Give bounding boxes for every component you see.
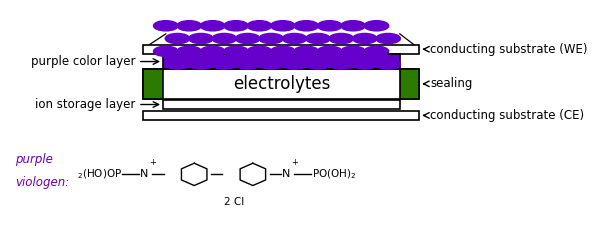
Circle shape xyxy=(353,59,377,69)
Text: purple: purple xyxy=(15,153,53,166)
Text: ion storage layer: ion storage layer xyxy=(35,98,135,111)
FancyBboxPatch shape xyxy=(144,110,420,120)
Text: PO(OH)$_2$: PO(OH)$_2$ xyxy=(312,168,356,181)
Circle shape xyxy=(189,59,213,69)
FancyBboxPatch shape xyxy=(163,100,400,109)
Text: conducting substrate (WE): conducting substrate (WE) xyxy=(431,43,588,56)
Circle shape xyxy=(224,21,248,31)
Circle shape xyxy=(236,59,260,69)
Circle shape xyxy=(294,46,319,56)
Circle shape xyxy=(259,33,283,44)
Text: 2 Cl: 2 Cl xyxy=(224,197,244,207)
Circle shape xyxy=(177,46,202,56)
Circle shape xyxy=(247,21,272,31)
Text: N: N xyxy=(140,169,149,179)
Circle shape xyxy=(153,21,178,31)
Text: conducting substrate (CE): conducting substrate (CE) xyxy=(431,109,585,122)
Circle shape xyxy=(317,46,342,56)
Circle shape xyxy=(165,33,190,44)
Circle shape xyxy=(329,33,354,44)
Circle shape xyxy=(282,33,307,44)
Circle shape xyxy=(317,21,342,31)
Circle shape xyxy=(294,21,319,31)
Circle shape xyxy=(200,21,225,31)
Text: +: + xyxy=(150,158,157,167)
Circle shape xyxy=(341,21,365,31)
FancyBboxPatch shape xyxy=(144,69,163,99)
Circle shape xyxy=(329,59,354,69)
Text: purple color layer: purple color layer xyxy=(30,55,135,68)
Circle shape xyxy=(306,33,330,44)
Text: electrolytes: electrolytes xyxy=(233,75,330,93)
Text: $_2$(HO)OP: $_2$(HO)OP xyxy=(77,168,122,181)
Circle shape xyxy=(224,46,248,56)
FancyBboxPatch shape xyxy=(400,69,420,99)
Circle shape xyxy=(189,33,213,44)
Circle shape xyxy=(282,59,307,69)
Text: N: N xyxy=(282,169,290,179)
FancyBboxPatch shape xyxy=(163,54,400,69)
Circle shape xyxy=(270,46,295,56)
Circle shape xyxy=(165,59,190,69)
Circle shape xyxy=(153,46,178,56)
Circle shape xyxy=(364,21,389,31)
Circle shape xyxy=(236,33,260,44)
Circle shape xyxy=(247,46,272,56)
Circle shape xyxy=(341,46,365,56)
Circle shape xyxy=(364,46,389,56)
Circle shape xyxy=(212,59,236,69)
Circle shape xyxy=(177,21,202,31)
FancyBboxPatch shape xyxy=(144,45,420,54)
Text: viologen:: viologen: xyxy=(15,176,69,189)
Circle shape xyxy=(212,33,236,44)
FancyBboxPatch shape xyxy=(144,69,420,99)
Circle shape xyxy=(200,46,225,56)
Text: sealing: sealing xyxy=(431,77,473,90)
Circle shape xyxy=(376,59,400,69)
Text: +: + xyxy=(292,158,298,167)
Circle shape xyxy=(306,59,330,69)
Circle shape xyxy=(259,59,283,69)
Circle shape xyxy=(376,33,400,44)
Circle shape xyxy=(270,21,295,31)
Circle shape xyxy=(353,33,377,44)
